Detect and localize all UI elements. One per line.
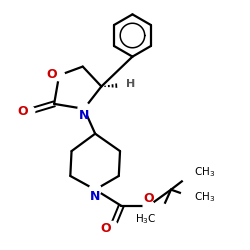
Text: N: N: [79, 109, 89, 122]
Text: O: O: [17, 105, 28, 118]
Circle shape: [143, 200, 154, 211]
Text: CH$_3$: CH$_3$: [194, 165, 215, 179]
Text: CH$_3$: CH$_3$: [194, 190, 215, 203]
Text: O: O: [100, 222, 111, 235]
Circle shape: [148, 203, 171, 226]
Circle shape: [181, 186, 203, 208]
Circle shape: [107, 222, 118, 232]
Circle shape: [24, 106, 35, 117]
Text: H: H: [126, 79, 135, 89]
Circle shape: [181, 162, 203, 185]
Circle shape: [118, 80, 129, 91]
Circle shape: [89, 184, 101, 196]
Text: O: O: [47, 68, 58, 81]
Circle shape: [78, 103, 90, 115]
Circle shape: [54, 70, 64, 81]
Text: N: N: [90, 190, 100, 203]
Text: O: O: [143, 192, 154, 205]
Text: H$_3$C: H$_3$C: [135, 212, 157, 226]
